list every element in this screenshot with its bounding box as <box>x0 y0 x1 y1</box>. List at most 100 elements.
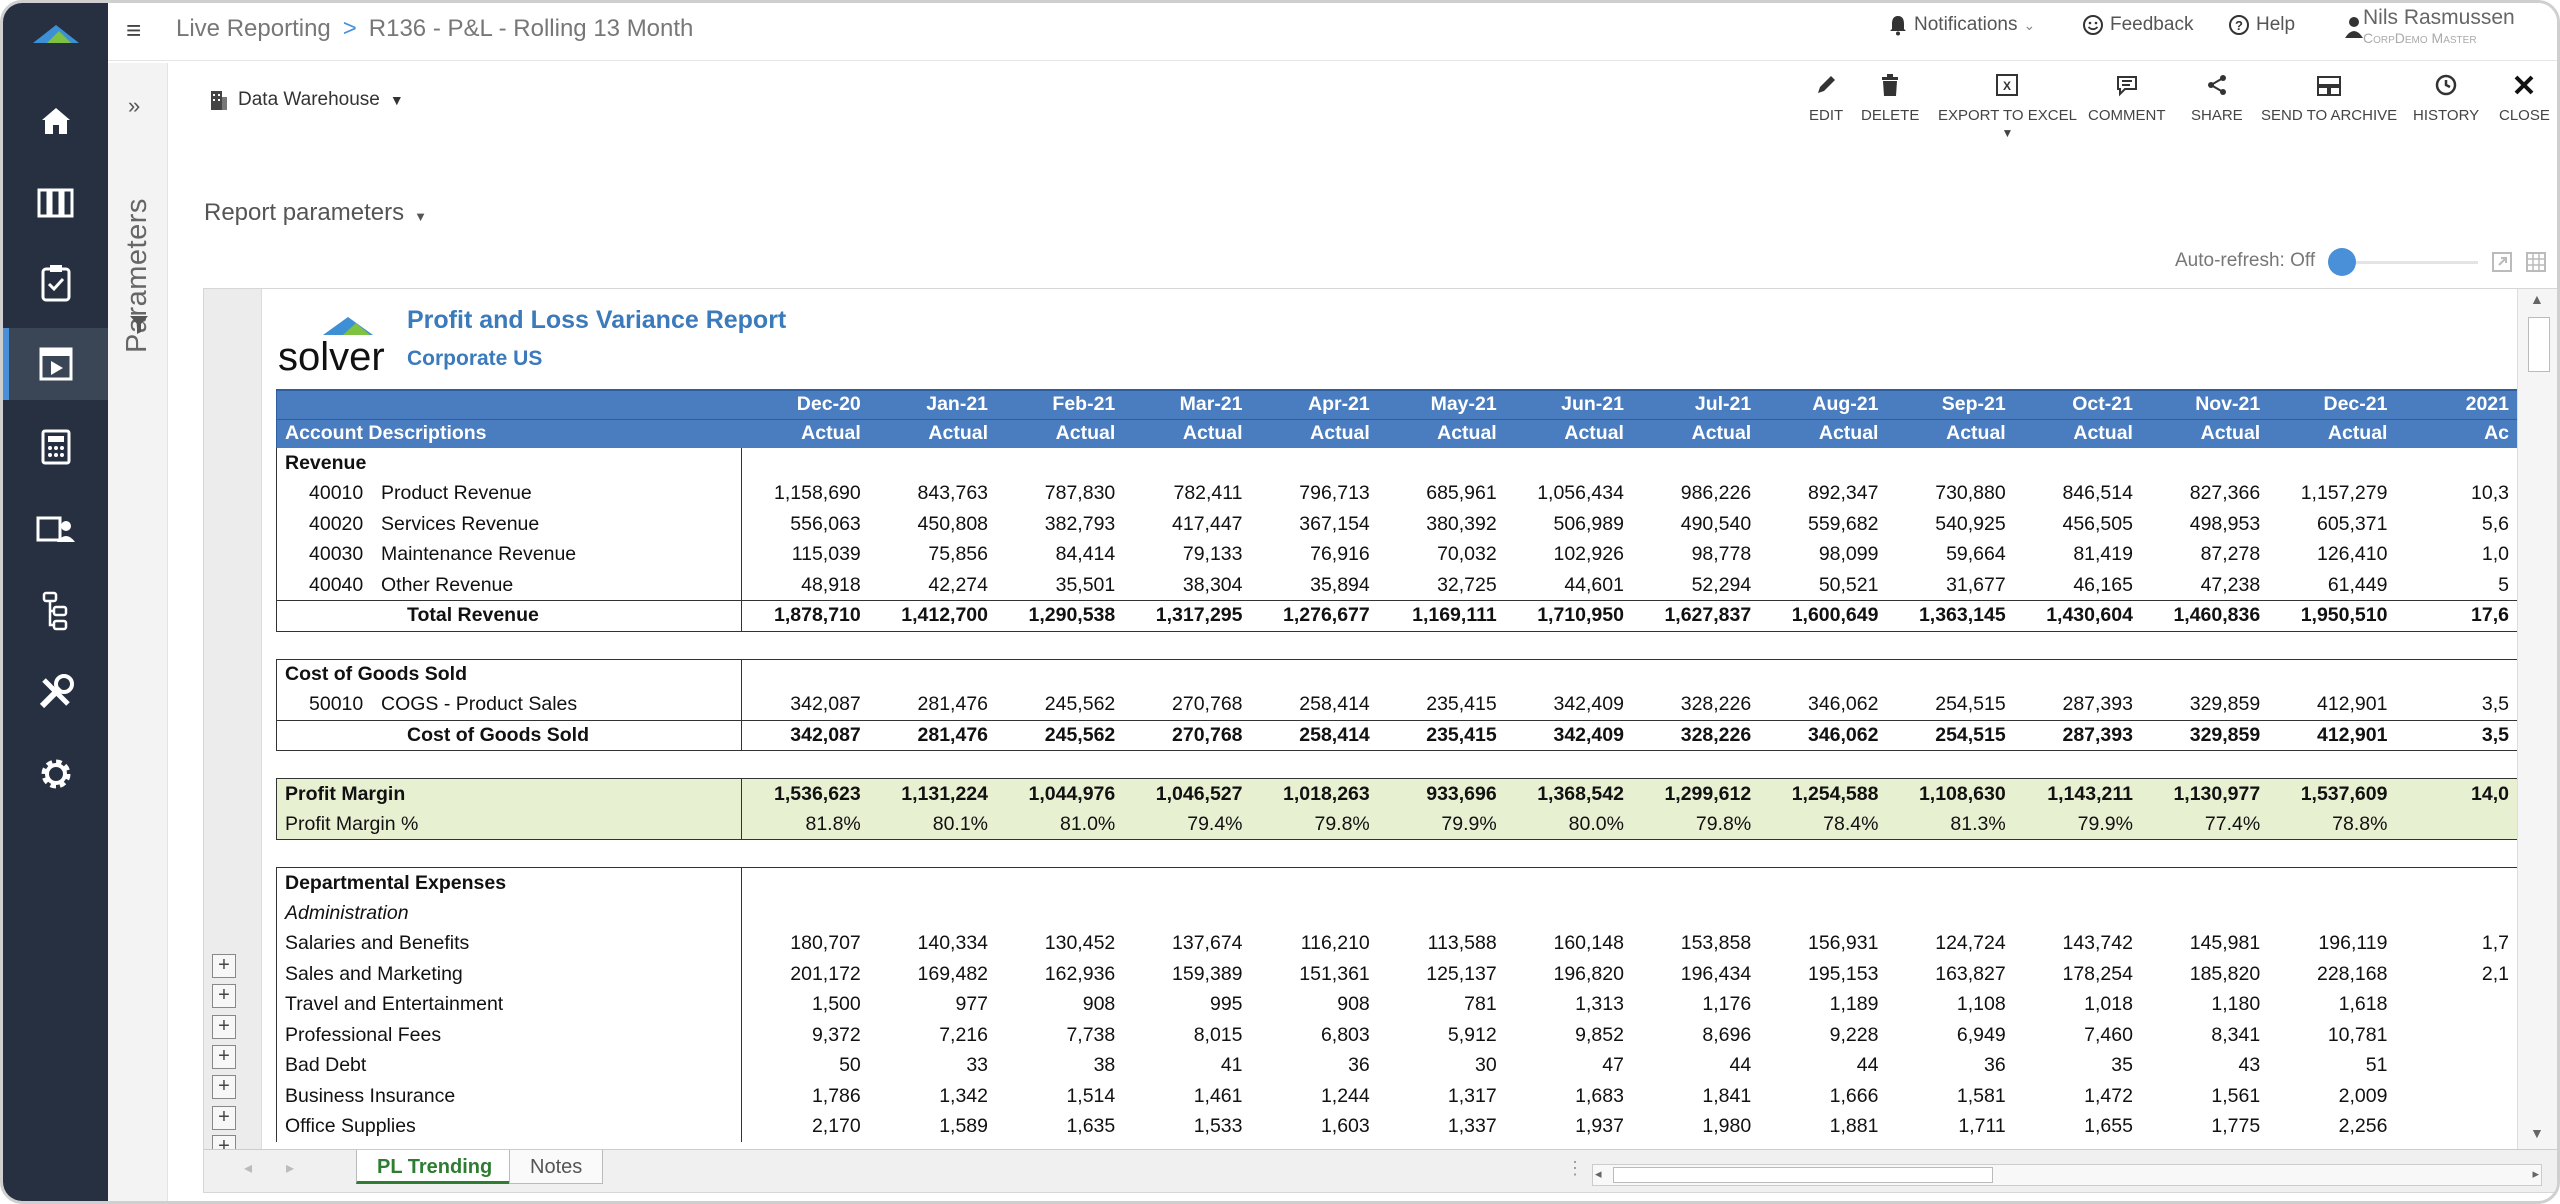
value-cell <box>1759 867 1887 898</box>
tab-pl-trending[interactable]: PL Trending <box>356 1150 514 1184</box>
report-parameters-toggle[interactable]: Report parameters ▼ <box>204 199 427 227</box>
feedback-link[interactable]: Feedback <box>2082 14 2193 36</box>
report-sheet: solver Profit and Loss Variance Report C… <box>262 289 2517 1149</box>
row-description: Cost of Goods Sold <box>276 658 742 690</box>
datasource-selector[interactable]: Data Warehouse ▼ <box>210 89 404 111</box>
vertical-scrollbar[interactable]: ▲ ▼ <box>2517 289 2557 1149</box>
value-cell: 412,901 <box>2316 693 2388 715</box>
row-description: Bad Debt <box>276 1050 742 1081</box>
value-cell: 80.1% <box>868 809 997 840</box>
value-cell: 342,409 <box>1553 693 1624 715</box>
user-menu[interactable]: Nils Rasmussen CorpDemo Master <box>2345 6 2557 46</box>
value-cell: 162,936 <box>1044 962 1116 985</box>
expand-row-button[interactable]: + <box>212 1045 236 1069</box>
top-bar: ≡ Live Reporting > R136 - P&L - Rolling 13… <box>108 3 2557 61</box>
value-cell: 47,238 <box>2200 573 2261 596</box>
nav-home[interactable] <box>3 85 108 157</box>
edit-button[interactable]: EDIT <box>1809 73 1843 124</box>
history-button[interactable]: HISTORY <box>2413 73 2479 124</box>
history-label: HISTORY <box>2413 107 2480 124</box>
help-link[interactable]: ? Help <box>2228 14 2295 36</box>
account-name: Maintenance Revenue <box>381 543 577 566</box>
slider-knob[interactable] <box>2328 248 2356 276</box>
nav-settings[interactable] <box>3 738 108 810</box>
user-name: Nils Rasmussen <box>2363 6 2515 29</box>
value-cell: 35,501 <box>1055 573 1116 596</box>
scroll-thumb[interactable] <box>2528 317 2550 372</box>
report-viewer: + + + + + + + solver Profit and Loss Var… <box>203 288 2557 1193</box>
expand-row-button[interactable]: + <box>212 984 236 1008</box>
nav-calculator[interactable] <box>3 411 108 483</box>
expand-row-button[interactable]: + <box>212 1015 236 1039</box>
export-excel-button[interactable]: X EXPORT TO EXCEL ▼ <box>1938 73 2077 140</box>
value-cell: 254,515 <box>1886 719 2014 751</box>
account-code: 40020 <box>309 512 364 535</box>
grid-view-icon[interactable] <box>2525 251 2547 273</box>
account-name: Services Revenue <box>381 512 540 535</box>
value-cell: 79.8% <box>1631 809 1760 840</box>
filter-icon[interactable] <box>128 313 150 335</box>
nav-users[interactable] <box>3 493 108 565</box>
header-type-cell: Actual <box>1886 418 2014 448</box>
nav-reports[interactable] <box>3 328 108 400</box>
value-cell <box>996 448 1123 479</box>
nav-tasks[interactable] <box>3 247 108 319</box>
value-cell: 1,299,612 <box>1631 778 1760 809</box>
close-button[interactable]: CLOSE <box>2499 73 2550 124</box>
value-cell: 70,032 <box>1437 543 1497 566</box>
parameters-rail: » Parameters <box>108 63 168 1201</box>
notifications-menu[interactable]: Notifications ⌄ <box>1888 14 2035 36</box>
expand-row-button[interactable]: + <box>212 954 236 978</box>
send-to-archive-button[interactable]: SEND TO ARCHIVE <box>2261 73 2397 124</box>
value-cell: 46,165 <box>2073 573 2133 596</box>
delete-button[interactable]: DELETE <box>1861 73 1919 124</box>
header-month-cell: Aug-21 <box>1759 389 1887 419</box>
scroll-down-icon[interactable]: ▼ <box>2530 1125 2544 1141</box>
tab-prev-icon[interactable]: ◂ <box>244 1160 253 1177</box>
value-cell: 977 <box>955 993 989 1016</box>
scroll-right-icon[interactable]: ▸ <box>2532 1166 2539 1181</box>
value-cell: 44 <box>1729 1054 1752 1077</box>
value-cell: 1,950,510 <box>2268 600 2396 632</box>
expand-icon[interactable] <box>2491 251 2513 273</box>
value-cell: 346,062 <box>1807 693 1879 715</box>
nav-hierarchy[interactable] <box>3 575 108 647</box>
row-description: 40040 Other Revenue <box>276 570 742 601</box>
value-cell: 75,856 <box>928 543 989 566</box>
scroll-up-icon[interactable]: ▲ <box>2530 291 2544 307</box>
nav-library[interactable] <box>3 166 108 238</box>
comment-button[interactable]: COMMENT <box>2088 73 2166 124</box>
expand-row-button[interactable]: + <box>212 1106 236 1130</box>
nav-tools[interactable] <box>3 656 108 728</box>
report-play-icon <box>39 347 72 381</box>
account-code: 50010 <box>309 693 364 715</box>
value-cell: 1,254,588 <box>1759 778 1887 809</box>
tab-notes[interactable]: Notes <box>509 1150 604 1184</box>
value-cell: 50 <box>839 1054 861 1077</box>
value-cell <box>2268 867 2396 898</box>
value-cell: 1,514 <box>1066 1084 1116 1107</box>
hscroll-thumb[interactable] <box>1613 1167 1993 1183</box>
excel-icon: X <box>1996 74 2019 96</box>
scroll-left-icon[interactable]: ◂ <box>1595 1166 1602 1181</box>
value-cell: 30 <box>1475 1054 1497 1077</box>
value-cell <box>2014 898 2141 929</box>
hamburger-menu-icon[interactable]: ≡ <box>126 15 142 45</box>
header-type-cell: Actual <box>2140 418 2269 448</box>
value-cell: 185,820 <box>2189 962 2261 985</box>
expense-row: Professional Fees 9,372 7,216 7,738 8,015 6,8… <box>276 1020 2518 1051</box>
horizontal-scrollbar[interactable]: ◂ ▸ <box>1592 1164 2542 1186</box>
share-button[interactable]: SHARE <box>2191 73 2243 124</box>
value-cell: 1,461 <box>1193 1084 1243 1107</box>
value-cell: 41 <box>1220 1054 1243 1077</box>
spacer-cell <box>277 631 2518 659</box>
auto-refresh-slider[interactable] <box>2328 248 2480 276</box>
breadcrumb-root[interactable]: Live Reporting <box>176 15 331 42</box>
expand-row-button[interactable]: + <box>212 1075 236 1099</box>
tab-next-icon[interactable]: ▸ <box>286 1160 295 1177</box>
expand-chevrons-icon[interactable]: » <box>128 93 141 118</box>
value-cell: 153,858 <box>1680 932 1752 955</box>
splitter-handle-icon[interactable]: ⋮ <box>1566 1158 1584 1178</box>
value-cell: 1,589 <box>939 1115 989 1138</box>
